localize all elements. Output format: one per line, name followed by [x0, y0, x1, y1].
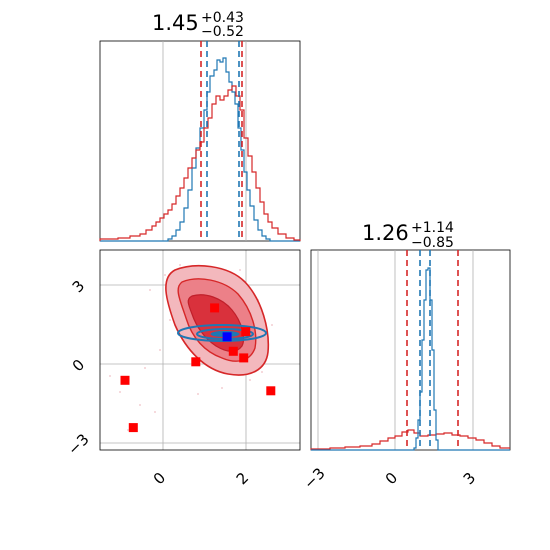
panel-bottom-left-frame [99, 249, 301, 451]
histogram-blue [311, 267, 510, 451]
red-markers [120, 303, 276, 433]
tick-label-y: 3 [69, 277, 88, 296]
red-marker-point [228, 346, 238, 356]
red-marker-point [191, 357, 201, 367]
title-upper: +0.43 [201, 10, 244, 26]
contour-blue-outer [177, 324, 267, 342]
title-value: 1.26 [362, 221, 409, 245]
panel-bottom-right-frame [310, 249, 511, 451]
title-upper: +1.14 [411, 220, 454, 236]
tick-label-x: 0 [150, 469, 169, 488]
tick-label-x: 3 [460, 469, 479, 488]
histogram-red [99, 85, 301, 241]
panel-title-bottom-right: 1.26 +1.14 −0.85 [362, 217, 459, 251]
red-marker-point [128, 423, 138, 433]
panel-bottom-right: 1.26 +1.14 −0.85 −3 0 3 [300, 217, 511, 493]
tick-label-x: 2 [233, 469, 252, 488]
title-lower: −0.52 [201, 24, 244, 40]
blue-markers [222, 332, 232, 342]
title-value: 1.45 [152, 11, 199, 35]
panel-top-left: 1.45 +0.43 −0.52 [99, 7, 301, 242]
title-lower: −0.85 [411, 235, 454, 251]
blue-marker-point [222, 332, 232, 342]
red-marker-point [239, 353, 249, 363]
tick-label-x: 0 [382, 469, 401, 488]
tick-label-x: −3 [300, 464, 328, 492]
panel-bottom-left: 0 2 3 0 −3 [64, 249, 301, 488]
red-marker-point [266, 386, 276, 396]
histogram-blue [100, 57, 300, 242]
red-marker-point [120, 375, 130, 385]
red-marker-point [241, 327, 251, 337]
histogram-red [310, 429, 510, 450]
tick-label-y: −3 [64, 430, 92, 458]
panel-title-top-left: 1.45 +0.43 −0.52 [152, 7, 249, 40]
tick-label-y: 0 [69, 356, 88, 375]
panel-top-left-frame [99, 40, 301, 242]
red-marker-point [210, 303, 220, 313]
